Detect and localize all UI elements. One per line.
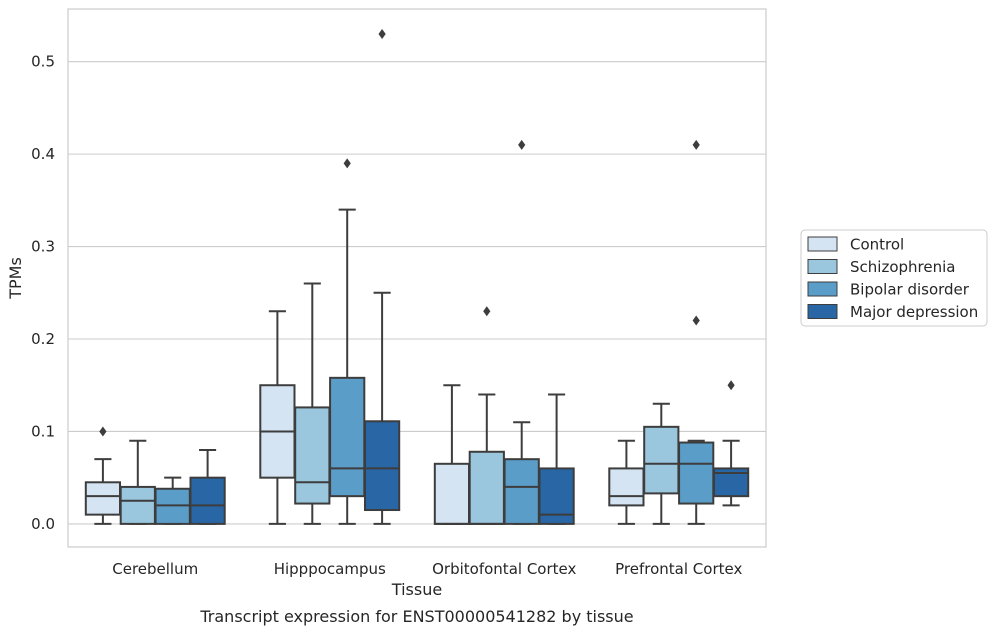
outlier-point bbox=[692, 315, 700, 326]
outlier-point bbox=[692, 139, 700, 150]
box-iqr bbox=[433, 462, 471, 525]
x-tick-label: Prefrontal Cortex bbox=[615, 560, 742, 578]
box-major-depression bbox=[189, 448, 226, 525]
figure-caption: Transcript expression for ENST0000054128… bbox=[199, 607, 633, 626]
x-axis-title: Tissue bbox=[391, 580, 442, 599]
x-tick-label: Hipppocampus bbox=[274, 560, 386, 578]
x-axis-ticks: Cerebellum Hipppocampus Orbitofontal Corte… bbox=[112, 560, 742, 578]
x-tick-label: Orbitofontal Cortex bbox=[432, 560, 576, 578]
legend-label: Schizophrenia bbox=[850, 258, 955, 276]
box-iqr bbox=[84, 481, 122, 516]
gridlines bbox=[68, 61, 766, 525]
plot-frame bbox=[67, 8, 767, 548]
box-iqr bbox=[503, 458, 540, 525]
outlier-point bbox=[518, 139, 526, 150]
box-bipolar-disorder bbox=[329, 158, 366, 525]
legend-label: Major depression bbox=[850, 303, 978, 321]
legend-label: Control bbox=[850, 236, 904, 254]
box-iqr bbox=[119, 485, 156, 525]
outlier-point bbox=[378, 28, 386, 39]
box-control bbox=[259, 310, 296, 525]
legend-swatch bbox=[807, 236, 838, 252]
y-tick-label: 0.3 bbox=[31, 238, 55, 256]
legend-swatch bbox=[807, 304, 838, 319]
box-bipolar-disorder bbox=[678, 139, 715, 525]
box-bipolar-disorder bbox=[154, 476, 191, 525]
outlier-point bbox=[483, 306, 491, 317]
y-axis-title: TPMs bbox=[6, 257, 25, 300]
legend-label: Bipolar disorder bbox=[850, 281, 970, 299]
outlier-point bbox=[727, 380, 735, 391]
box-control bbox=[84, 426, 122, 525]
box-iqr bbox=[189, 476, 226, 525]
outlier-point bbox=[343, 158, 351, 169]
box-control bbox=[608, 439, 645, 525]
y-tick-label: 0.0 bbox=[31, 515, 55, 533]
y-tick-label: 0.2 bbox=[31, 330, 55, 348]
box-major-depression bbox=[538, 393, 575, 525]
box-schizophrenia bbox=[119, 439, 156, 525]
y-tick-label: 0.1 bbox=[31, 422, 55, 440]
y-tick-label: 0.5 bbox=[31, 53, 55, 71]
legend-swatch bbox=[807, 259, 838, 274]
box-major-depression bbox=[363, 28, 401, 525]
box-iqr bbox=[468, 450, 505, 525]
box-iqr bbox=[329, 376, 366, 498]
box-iqr bbox=[363, 420, 401, 512]
x-tick-label: Cerebellum bbox=[112, 560, 198, 578]
legend-swatch bbox=[807, 281, 838, 297]
box-iqr bbox=[608, 467, 645, 507]
box-iqr bbox=[294, 406, 331, 505]
box-iqr bbox=[678, 441, 715, 505]
box-schizophrenia bbox=[294, 282, 331, 525]
box-plot-marks bbox=[84, 28, 750, 525]
box-major-depression bbox=[712, 380, 750, 507]
box-bipolar-disorder bbox=[503, 139, 540, 525]
y-tick-label: 0.4 bbox=[31, 145, 55, 163]
box-schizophrenia bbox=[643, 402, 680, 525]
box-control bbox=[433, 384, 471, 525]
box-iqr bbox=[643, 425, 680, 495]
y-axis-ticks: 0.0 0.1 0.2 0.3 0.4 0.5 bbox=[31, 53, 55, 533]
outlier-point bbox=[99, 426, 107, 437]
legend: Control Schizophrenia Bipolar disorder Majo… bbox=[800, 229, 988, 327]
box-schizophrenia bbox=[468, 306, 505, 525]
legend-frame bbox=[800, 229, 988, 327]
